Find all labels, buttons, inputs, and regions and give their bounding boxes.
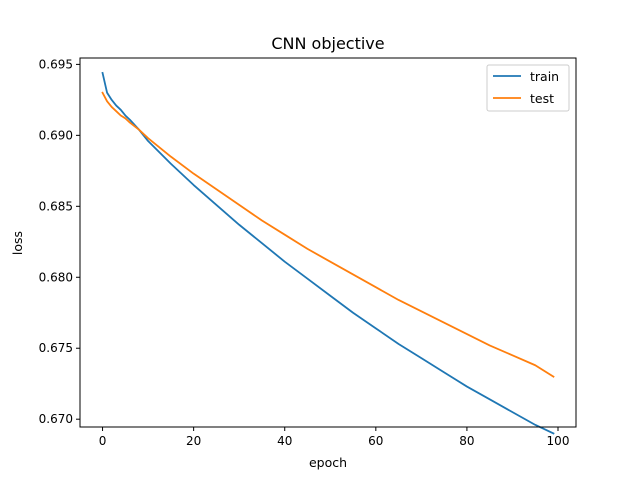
y-axis-ticks: 0.670 0.675 0.680 0.685 0.690 0.695	[39, 57, 80, 426]
x-tick-label: 100	[547, 434, 570, 448]
x-tick-label: 0	[99, 434, 107, 448]
y-tick-label: 0.680	[39, 270, 73, 284]
plot-frame	[79, 57, 577, 428]
series-line-test	[101, 91, 555, 378]
x-tick-label: 40	[277, 434, 292, 448]
y-tick-label: 0.695	[39, 57, 73, 71]
x-tick-label: 20	[186, 434, 201, 448]
legend: train test	[486, 64, 570, 112]
x-tick-label: 60	[368, 434, 383, 448]
chart-title: CNN objective	[271, 34, 384, 53]
series-line-train	[101, 71, 555, 435]
y-tick-label: 0.675	[39, 341, 73, 355]
x-axis-label: epoch	[309, 455, 347, 470]
legend-train-label: train	[530, 69, 559, 84]
y-tick-label: 0.685	[39, 199, 73, 213]
x-axis-ticks: 0 20 40 60 80 100	[99, 427, 570, 448]
y-tick-label: 0.670	[39, 412, 73, 426]
y-tick-label: 0.690	[39, 128, 73, 142]
x-tick-label: 80	[459, 434, 474, 448]
y-axis-label: loss	[10, 231, 25, 255]
legend-test-label: test	[530, 91, 554, 106]
plot-lines	[101, 71, 555, 435]
